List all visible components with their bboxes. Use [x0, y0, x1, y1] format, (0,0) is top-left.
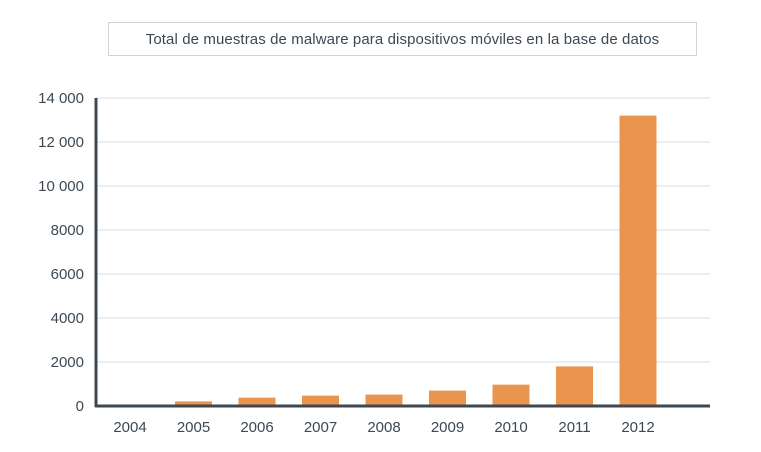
- bar-2009: [429, 390, 466, 406]
- y-tick-label: 10 000: [38, 178, 84, 195]
- x-tick-label: 2006: [240, 419, 273, 436]
- x-tick-label: 2010: [494, 419, 527, 436]
- x-axis-ticks: 2004 2005 2006 2007 2008 2009 2010 2011 2012: [113, 419, 654, 436]
- y-tick-label: 6000: [51, 266, 84, 283]
- bar-2010: [492, 384, 530, 406]
- x-tick-label: 2012: [621, 419, 654, 436]
- bar-2005: [175, 401, 212, 406]
- y-tick-label: 4000: [51, 310, 84, 327]
- x-tick-label: 2007: [304, 419, 337, 436]
- chart-title: Total de muestras de malware para dispos…: [108, 22, 697, 56]
- x-tick-label: 2005: [177, 419, 210, 436]
- bar-2012: [619, 115, 657, 406]
- x-tick-label: 2008: [367, 419, 400, 436]
- x-tick-label: 2009: [431, 419, 464, 436]
- gridlines: [96, 97, 710, 363]
- bar-2008: [365, 394, 403, 406]
- x-tick-label: 2004: [113, 419, 146, 436]
- y-axis-ticks: 0 2000 4000 6000 8000 10 000 12 000 14 000: [38, 90, 84, 415]
- y-tick-label: 2000: [51, 354, 84, 371]
- x-tick-label: 2011: [558, 419, 590, 436]
- bars: [111, 115, 657, 406]
- bar-2007: [302, 395, 339, 406]
- y-tick-label: 14 000: [38, 90, 84, 107]
- y-tick-label: 8000: [51, 222, 84, 239]
- bar-2011: [556, 366, 593, 406]
- bar-2006: [238, 397, 276, 406]
- y-tick-label: 0: [76, 398, 84, 415]
- y-tick-label: 12 000: [38, 134, 84, 151]
